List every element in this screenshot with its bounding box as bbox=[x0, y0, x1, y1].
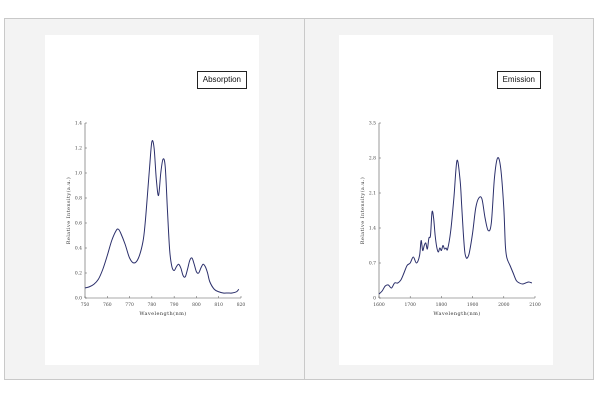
series-line bbox=[378, 157, 533, 295]
y-tick-label: 0.8 bbox=[75, 196, 82, 202]
x-tick-label: 1900 bbox=[467, 302, 479, 308]
panel-divider bbox=[304, 19, 305, 379]
x-tick-label: 790 bbox=[170, 302, 179, 308]
x-axis-title: Wavelength(nm) bbox=[139, 310, 186, 317]
x-tick-label: 750 bbox=[81, 302, 90, 308]
y-tick-label: 0.2 bbox=[75, 271, 82, 277]
x-tick-label: 780 bbox=[148, 302, 157, 308]
x-tick-label: 1800 bbox=[436, 302, 448, 308]
emission-panel: 0 0.7 1.4 2.1 2.8 3.5 1600 1700 1800 1900 2000 2100… bbox=[339, 35, 553, 365]
y-tick-label: 1.4 bbox=[75, 121, 82, 127]
x-tick-label: 810 bbox=[214, 302, 223, 308]
emission-legend: Emission bbox=[496, 71, 541, 89]
document-frame: 0.0 0.2 0.4 0.6 0.8 1.0 1.2 1.4 750 760 770 780 790 8… bbox=[4, 18, 594, 380]
series-line bbox=[84, 140, 240, 294]
absorption-chart: 0.0 0.2 0.4 0.6 0.8 1.0 1.2 1.4 750 760 770 780 790 8… bbox=[65, 121, 246, 317]
y-tick-label: 1.0 bbox=[75, 171, 82, 177]
x-tick-label: 800 bbox=[192, 302, 201, 308]
y-tick-label: 2.8 bbox=[369, 156, 376, 162]
x-tick-label: 770 bbox=[125, 302, 134, 308]
x-tick-label: 1700 bbox=[404, 302, 416, 308]
y-tick-label: 0.7 bbox=[369, 261, 376, 267]
y-tick-label: 0.6 bbox=[75, 221, 82, 227]
y-tick-label: 1.2 bbox=[75, 146, 82, 152]
y-axis-title: Relative Intensity(a.u.) bbox=[65, 177, 72, 245]
y-tick-label: 0 bbox=[373, 296, 376, 302]
y-axis-title: Relative Intensity(a.u.) bbox=[359, 177, 366, 245]
absorption-panel: 0.0 0.2 0.4 0.6 0.8 1.0 1.2 1.4 750 760 770 780 790 8… bbox=[45, 35, 259, 365]
x-axis-title: Wavelength(nm) bbox=[433, 310, 480, 317]
y-tick-label: 0.4 bbox=[75, 246, 82, 252]
y-tick-label: 0.0 bbox=[75, 296, 82, 302]
x-tick-label: 1600 bbox=[373, 302, 385, 308]
emission-chart: 0 0.7 1.4 2.1 2.8 3.5 1600 1700 1800 1900 2000 2100… bbox=[359, 121, 541, 317]
y-tick-label: 1.4 bbox=[369, 226, 376, 232]
absorption-legend: Absorption bbox=[196, 71, 247, 89]
x-tick-label: 2100 bbox=[529, 302, 541, 308]
x-tick-label: 760 bbox=[103, 302, 112, 308]
x-tick-label: 2000 bbox=[498, 302, 510, 308]
x-tick-label: 820 bbox=[237, 302, 246, 308]
y-tick-label: 2.1 bbox=[369, 191, 376, 197]
y-tick-label: 3.5 bbox=[369, 121, 376, 127]
